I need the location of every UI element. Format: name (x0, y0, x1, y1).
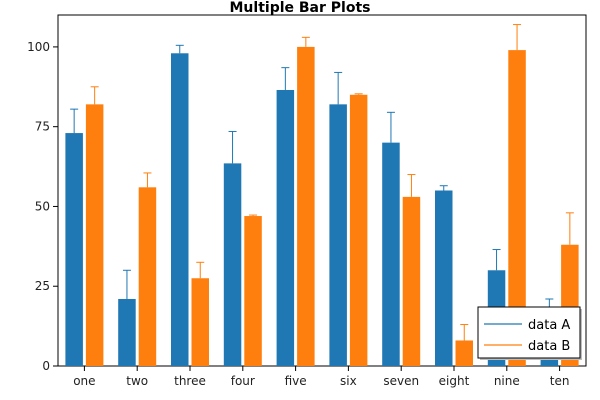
y-tick-label: 50 (35, 199, 50, 213)
bar (297, 46, 315, 367)
x-tick-label: ten (550, 374, 570, 388)
x-tick-label: one (73, 374, 95, 388)
x-tick-label: two (126, 374, 148, 388)
y-tick-label: 25 (35, 279, 50, 293)
bar (223, 163, 242, 366)
y-tick-label: 100 (27, 40, 50, 54)
legend-box (477, 306, 581, 359)
bar (382, 142, 400, 366)
bar (244, 216, 262, 366)
x-tick-label: nine (494, 374, 520, 388)
bar (171, 53, 189, 367)
plot-area: 0 25 50 75 100 one two three four five six seven eig… (27, 14, 587, 388)
chart-title: Multiple Bar Plots (230, 0, 371, 16)
bar (508, 50, 526, 366)
bar (329, 104, 347, 366)
plot-frame (57, 14, 587, 367)
legend: data A data B (477, 306, 582, 360)
y-tick-label: 75 (35, 120, 50, 134)
bar (85, 104, 104, 366)
y-tick-label: 0 (42, 359, 50, 373)
x-tick-label: four (231, 374, 255, 388)
x-tick-label: five (285, 374, 307, 388)
x-tick-label: eight (439, 374, 470, 388)
bar (402, 196, 421, 366)
bar (138, 187, 157, 366)
bar (349, 94, 368, 366)
bar (435, 190, 453, 366)
bar (191, 278, 209, 366)
bar (118, 298, 136, 366)
x-tick-label: three (174, 374, 206, 388)
bar (276, 89, 295, 367)
x-tick-label: six (340, 374, 357, 388)
bar (65, 133, 83, 366)
legend-label: data A (528, 318, 570, 333)
x-tick-label: seven (383, 374, 419, 388)
bar (455, 340, 473, 366)
legend-label: data B (528, 339, 570, 354)
